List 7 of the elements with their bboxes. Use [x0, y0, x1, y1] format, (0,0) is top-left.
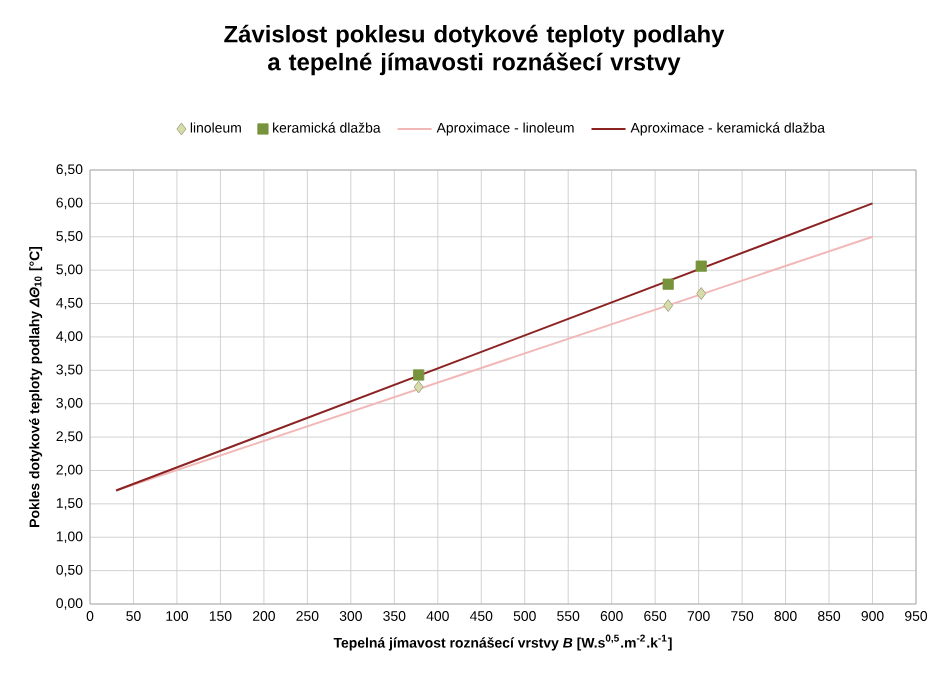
- point: [696, 287, 707, 300]
- point: [413, 380, 424, 394]
- chart-title: Závislost poklesu dotykové teploty podlahy a tepelné jímavosti roznášecí vrstvy: [224, 24, 725, 76]
- point: [413, 369, 425, 381]
- point: [663, 299, 674, 312]
- point: [662, 278, 674, 290]
- point: [695, 260, 707, 272]
